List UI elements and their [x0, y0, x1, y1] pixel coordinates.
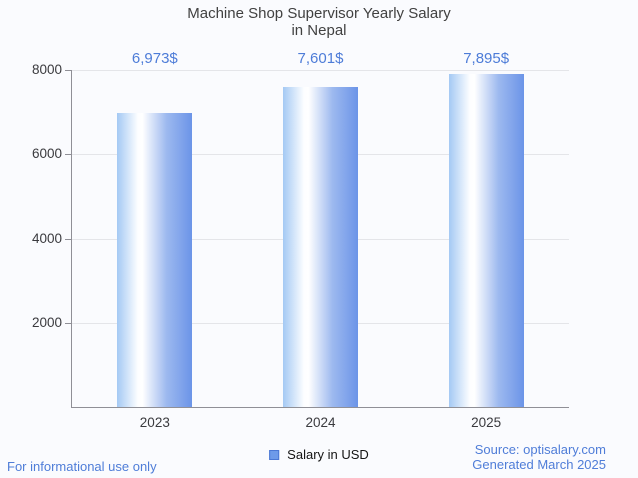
bar-2023[interactable]: [117, 113, 193, 407]
x-category-label-2025: 2025: [471, 415, 502, 430]
y-tick-label-6000: 6000: [31, 146, 62, 162]
x-category-label-2023: 2023: [139, 415, 170, 430]
y-tick-mark-2000: [65, 322, 72, 324]
source-info: Source: optisalary.com Generated March 2…: [472, 442, 606, 472]
y-tick-label-4000: 4000: [31, 230, 62, 246]
bar-value-label-2023: 6,973$: [131, 50, 178, 67]
plot-area: 2000 4000 6000 8000 6,973$ 2023 7,601$ 2024 7,89…: [32, 50, 569, 430]
y-tick-mark-4000: [65, 238, 72, 240]
bar-value-label-2024: 7,601$: [297, 50, 344, 67]
bar-2024[interactable]: [283, 86, 358, 407]
bar-2025[interactable]: [448, 74, 524, 407]
x-category-label-2024: 2024: [305, 415, 336, 430]
chart-title: Machine Shop Supervisor Yearly Salary in…: [0, 5, 638, 39]
y-tick-label-8000: 8000: [31, 62, 62, 77]
disclaimer-text: For informational use only: [7, 459, 157, 474]
legend-item-salary[interactable]: Salary in USD: [269, 447, 369, 462]
legend-label: Salary in USD: [287, 447, 369, 462]
bar-value-label-2025: 7,895$: [463, 50, 510, 67]
y-tick-label-2000: 2000: [31, 314, 62, 330]
source-text: Source: optisalary.com: [474, 442, 606, 457]
generated-text: Generated March 2025: [472, 456, 606, 472]
chart-title-line-1: Machine Shop Supervisor Yearly Salary: [187, 5, 451, 22]
y-tick-mark-6000: [65, 154, 72, 156]
chart-title-line-2: in Nepal: [291, 22, 347, 39]
y-tick-mark-8000: [65, 70, 72, 71]
gridline-8000: [72, 70, 569, 71]
legend-swatch-icon: [269, 449, 280, 460]
